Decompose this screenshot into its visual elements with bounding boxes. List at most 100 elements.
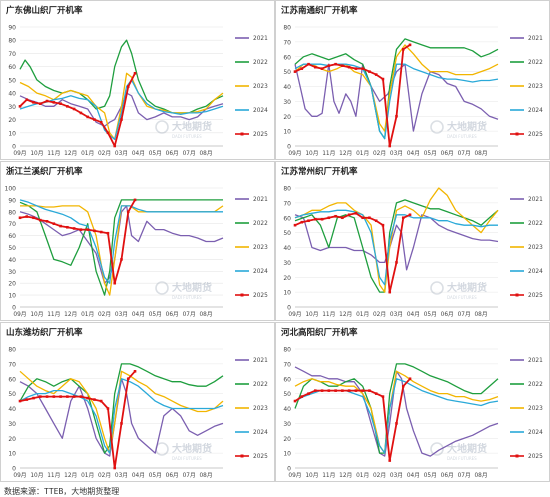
x-tick-label: 02月 (373, 311, 386, 318)
series-point-2025 (86, 115, 89, 119)
x-tick-label: 08月 (199, 311, 212, 318)
chart-title: 江苏南通织厂开机率 (281, 5, 358, 16)
x-tick-label: 05月 (149, 472, 162, 479)
x-tick-label: 09月 (288, 472, 301, 479)
watermark-text-en: DADI FUTURES (172, 134, 202, 139)
y-tick-label: 10 (8, 451, 16, 458)
series-point-2025 (120, 422, 123, 425)
legend-label: 2024 (253, 430, 268, 436)
series-point-2025 (293, 223, 297, 227)
series-point-2025 (334, 62, 337, 66)
chart-panel-2: 江苏南通织厂开机率 0 10 20 30 40 50 60 70 80 09月 10月 11月 12月 01… (275, 0, 550, 160)
legend-label: 2023 (528, 84, 543, 90)
series-point-2025 (381, 77, 385, 81)
x-tick-label: 09月 (13, 150, 26, 157)
series-point-2025 (395, 261, 398, 264)
y-tick-label: 20 (283, 436, 291, 443)
series-point-2025 (314, 65, 317, 69)
legend-label: 2022 (528, 382, 543, 388)
legend-label: 2025 (528, 454, 543, 460)
legend-label: 2022 (528, 60, 543, 66)
y-tick-label: 20 (8, 436, 16, 443)
legend-label: 2023 (253, 245, 268, 251)
legend-label: 2023 (528, 245, 543, 251)
series-point-2025 (133, 71, 137, 75)
series-point-2025 (381, 223, 385, 227)
series-point-2025 (93, 398, 96, 401)
x-tick-label: 12月 (64, 311, 77, 318)
series-point-2025 (59, 395, 62, 398)
series-point-2025 (126, 210, 130, 214)
series-point-2025 (374, 219, 378, 223)
y-tick-label: 50 (283, 230, 291, 237)
y-tick-label: 70 (283, 361, 291, 368)
series-point-2025 (307, 62, 310, 66)
legend-label: 2023 (528, 406, 543, 412)
series-point-2025 (66, 395, 69, 398)
chart-panel-6: 河北高阳织厂开机率 0 10 20 30 40 50 60 70 80 09月 10月 11月 12月 01… (275, 322, 550, 482)
series-point-2025 (401, 384, 405, 388)
x-tick-label: 04月 (132, 311, 145, 318)
legend-label: 2023 (253, 406, 268, 412)
y-tick-label: 30 (8, 269, 16, 276)
legend-label: 2021 (528, 36, 543, 42)
legend-label: 2025 (253, 132, 268, 138)
x-tick-label: 05月 (149, 311, 162, 318)
series-point-2025 (45, 395, 49, 398)
x-tick-label: 10月 (305, 150, 318, 157)
legend-label: 2022 (253, 382, 268, 388)
x-tick-label: 10月 (305, 472, 318, 479)
watermark-text: 大地期货 (172, 442, 212, 455)
y-tick-label: 60 (8, 64, 16, 71)
y-tick-label: 80 (283, 186, 291, 193)
y-tick-label: 80 (8, 209, 16, 216)
series-point-2025 (32, 216, 35, 220)
series-point-2025 (86, 396, 89, 400)
series-point-2025 (307, 219, 310, 223)
chart-title: 浙江兰溪织厂开机率 (6, 166, 83, 177)
series-point-2025 (368, 70, 371, 73)
y-tick-label: 90 (8, 25, 16, 32)
y-tick-label: 80 (8, 38, 16, 45)
x-tick-label: 06月 (166, 150, 179, 157)
series-point-2025 (18, 105, 22, 108)
series-point-2025 (354, 67, 358, 70)
y-tick-label: 80 (8, 347, 16, 354)
watermark-text-en: DADI FUTURES (447, 456, 477, 461)
series-point-2025 (99, 230, 103, 234)
y-tick-label: 0 (12, 305, 16, 312)
series-point-2025 (341, 389, 344, 392)
x-tick-label: 08月 (474, 472, 487, 479)
x-tick-label: 05月 (424, 150, 437, 157)
x-tick-label: 02月 (373, 472, 386, 479)
series-point-2025 (341, 216, 344, 220)
legend-label: 2025 (528, 293, 543, 299)
legend-label: 2023 (253, 84, 268, 90)
x-tick-label: 03月 (390, 472, 403, 479)
series-point-2025 (381, 395, 385, 398)
chart-title: 江苏常州织厂开机率 (281, 166, 358, 177)
series-point-2025 (374, 73, 378, 76)
series-point-2025 (327, 216, 331, 220)
series-line-2024 (19, 378, 224, 454)
x-tick-label: 03月 (390, 311, 403, 318)
watermark-text: 大地期货 (447, 120, 487, 133)
x-tick-label: 09月 (288, 311, 301, 318)
legend-marker-2025 (240, 293, 244, 297)
series-point-2025 (327, 389, 331, 392)
series-point-2025 (32, 396, 35, 400)
y-tick-label: 40 (8, 91, 16, 98)
x-tick-label: 07月 (183, 472, 196, 479)
series-point-2025 (401, 48, 405, 51)
series-point-2025 (52, 395, 56, 398)
charts-canvas: 广东佛山织厂开机率 0 10 20 30 40 50 60 70 80 90 09月 10月 11月 12月… (0, 0, 550, 482)
x-tick-label: 07月 (183, 150, 196, 157)
series-point-2025 (93, 229, 96, 233)
x-tick-label: 08月 (199, 150, 212, 157)
x-tick-label: 11月 (47, 472, 60, 479)
x-tick-label: 11月 (47, 311, 60, 318)
legend-marker-2025 (515, 454, 519, 458)
series-point-2025 (66, 105, 69, 108)
legend-label: 2025 (528, 132, 543, 138)
